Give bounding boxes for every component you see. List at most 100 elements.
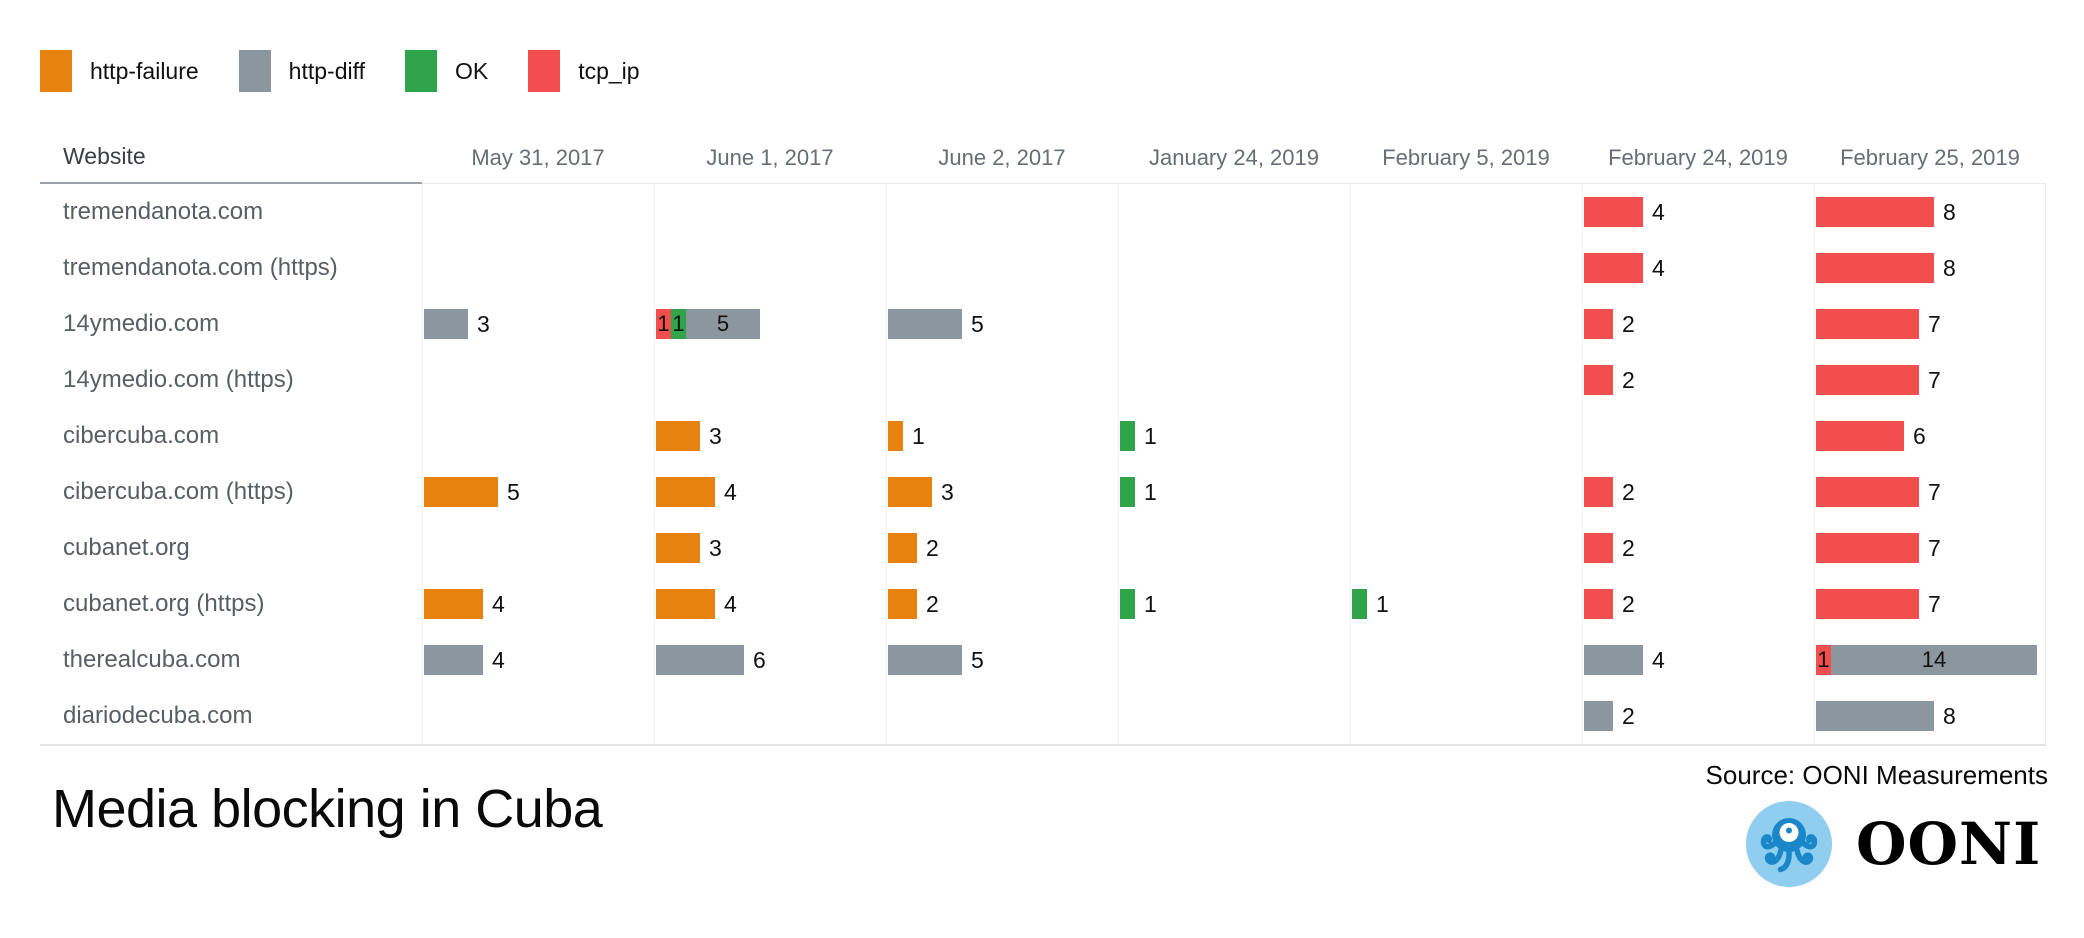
bar-value-label: 4 <box>492 590 505 617</box>
date-cell: 8 <box>1814 240 2046 296</box>
bar-segment-tcp_ip[interactable] <box>1816 197 1934 227</box>
bar: 2 <box>1584 309 1635 339</box>
bar-segment-http-diff[interactable] <box>1584 645 1643 675</box>
bar-segment-tcp_ip[interactable] <box>1584 309 1613 339</box>
date-cell: 2 <box>886 520 1118 576</box>
date-cell <box>1118 520 1350 576</box>
bar-segment-tcp_ip[interactable] <box>1584 589 1613 619</box>
bar-value-label: 1 <box>1376 590 1389 617</box>
website-label[interactable]: 14ymedio.com <box>63 310 220 337</box>
bar-segment-http-diff[interactable] <box>424 645 483 675</box>
bar: 1 14 <box>1816 645 2037 675</box>
bar-segment-tcp_ip[interactable] <box>1816 533 1919 563</box>
bar-segment-http-diff[interactable] <box>888 309 962 339</box>
bar-segment-http-diff[interactable]: 5 <box>686 309 760 339</box>
bar-segment-tcp_ip[interactable] <box>1816 309 1919 339</box>
website-label[interactable]: tremendanota.com <box>63 198 264 225</box>
table-body: tremendanota.com 4 8 tremendanota.com (http… <box>40 184 2046 746</box>
bar-segment-http-diff[interactable] <box>1584 701 1613 731</box>
date-cell <box>1350 296 1582 352</box>
date-cell <box>886 184 1118 240</box>
date-cell: 3 <box>422 296 654 352</box>
legend-label: http-diff <box>288 57 365 84</box>
bar-segment-http-diff[interactable] <box>1816 701 1934 731</box>
bar-segment-tcp_ip[interactable] <box>1816 365 1919 395</box>
website-label[interactable]: cibercuba.com <box>63 422 220 449</box>
legend: http-failure http-diff OK tcp_ip <box>40 50 640 92</box>
website-label[interactable]: therealcuba.com <box>63 646 241 673</box>
bar-segment-http-failure[interactable] <box>656 477 715 507</box>
bar-segment-http-failure[interactable] <box>888 477 932 507</box>
bar-segment-tcp_ip[interactable] <box>1816 421 1904 451</box>
bar: 2 <box>1584 533 1635 563</box>
date-cell: 3 <box>886 464 1118 520</box>
date-cell <box>1118 240 1350 296</box>
bar-value-label: 3 <box>477 310 490 337</box>
bar-segment-http-diff[interactable] <box>424 309 468 339</box>
date-cell: 1 <box>1118 576 1350 632</box>
bar-value-label: 4 <box>724 478 737 505</box>
bar-segment-tcp_ip[interactable] <box>1584 197 1643 227</box>
bar-segment-http-failure[interactable] <box>424 477 498 507</box>
bar-value-label: 1 <box>1144 478 1157 505</box>
website-label[interactable]: diariodecuba.com <box>63 702 253 729</box>
bar-segment-http-diff[interactable] <box>888 645 962 675</box>
bar-segment-tcp_ip[interactable] <box>1584 365 1613 395</box>
bar-segment-http-failure[interactable] <box>656 589 715 619</box>
bar-segment-OK[interactable] <box>1120 477 1135 507</box>
bar-segment-http-failure[interactable] <box>424 589 483 619</box>
bar-segment-tcp_ip[interactable] <box>1584 533 1613 563</box>
date-cell <box>654 240 886 296</box>
bar-value-label: 2 <box>926 534 939 561</box>
bar-segment-OK[interactable]: 1 <box>671 309 686 339</box>
website-label[interactable]: cibercuba.com (https) <box>63 478 294 505</box>
bar-value-label: 5 <box>507 478 520 505</box>
bar-segment-http-failure[interactable] <box>656 421 700 451</box>
bar-segment-http-failure[interactable] <box>888 589 917 619</box>
date-cell <box>1350 688 1582 744</box>
ooni-brand[interactable]: OONI <box>1746 801 2041 887</box>
bar: 8 <box>1816 197 1956 227</box>
bar-value-label: 1 <box>657 311 670 336</box>
bar-segment-http-diff[interactable] <box>656 645 744 675</box>
website-label[interactable]: 14ymedio.com (https) <box>63 366 294 393</box>
bar-value-label: 1 <box>672 311 685 336</box>
legend-item[interactable]: tcp_ip <box>528 50 640 92</box>
bar: 3 <box>656 533 722 563</box>
bar-segment-http-failure[interactable] <box>888 533 917 563</box>
date-cell: 4 <box>1582 632 1814 688</box>
bar-segment-tcp_ip[interactable] <box>1584 253 1643 283</box>
bar: 1 <box>1352 589 1389 619</box>
bar-segment-OK[interactable] <box>1352 589 1367 619</box>
bar-segment-tcp_ip[interactable]: 1 <box>656 309 671 339</box>
bar-segment-OK[interactable] <box>1120 589 1135 619</box>
bar-value-label: 5 <box>716 311 730 336</box>
bar-segment-OK[interactable] <box>1120 421 1135 451</box>
bar: 5 <box>424 477 520 507</box>
legend-item[interactable]: http-failure <box>40 50 199 92</box>
date-cell <box>422 352 654 408</box>
bar-segment-tcp_ip[interactable] <box>1816 253 1934 283</box>
date-cell <box>1350 184 1582 240</box>
legend-item[interactable]: http-diff <box>238 50 365 92</box>
bar-segment-tcp_ip[interactable] <box>1816 477 1919 507</box>
bar-segment-http-diff[interactable]: 14 <box>1831 645 2037 675</box>
bar-segment-tcp_ip[interactable]: 1 <box>1816 645 1831 675</box>
website-label[interactable]: cubanet.org <box>63 534 190 561</box>
bar: 7 <box>1816 477 1941 507</box>
bar-value-label: 2 <box>926 590 939 617</box>
date-cell <box>1350 520 1582 576</box>
website-label[interactable]: cubanet.org (https) <box>63 590 265 617</box>
bar-segment-http-failure[interactable] <box>888 421 903 451</box>
bar-segment-tcp_ip[interactable] <box>1816 589 1919 619</box>
date-cell: 8 <box>1814 184 2046 240</box>
bar-segment-http-failure[interactable] <box>656 533 700 563</box>
bar: 6 <box>656 645 766 675</box>
bar-segment-tcp_ip[interactable] <box>1584 477 1613 507</box>
legend-item[interactable]: OK <box>404 50 488 92</box>
date-cell <box>422 240 654 296</box>
website-label[interactable]: tremendanota.com (https) <box>63 254 338 281</box>
date-cell: 2 <box>1582 688 1814 744</box>
